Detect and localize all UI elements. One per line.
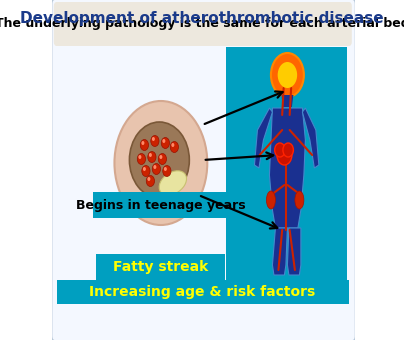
Circle shape: [114, 101, 207, 225]
FancyBboxPatch shape: [52, 0, 356, 340]
Circle shape: [148, 152, 156, 163]
Ellipse shape: [129, 122, 189, 198]
Circle shape: [271, 53, 304, 97]
Circle shape: [151, 136, 159, 147]
Circle shape: [146, 175, 154, 187]
Text: Increasing age & risk factors: Increasing age & risk factors: [89, 285, 315, 299]
Circle shape: [278, 62, 297, 88]
Text: The underlying pathology is the same for each arterial bed: The underlying pathology is the same for…: [0, 17, 404, 31]
Circle shape: [158, 153, 166, 165]
Circle shape: [161, 137, 170, 149]
Circle shape: [152, 137, 155, 141]
FancyBboxPatch shape: [54, 2, 352, 46]
FancyBboxPatch shape: [226, 47, 347, 282]
Circle shape: [163, 166, 171, 176]
Circle shape: [154, 165, 156, 169]
Text: Development of atherothrombotic disease: Development of atherothrombotic disease: [20, 11, 384, 26]
Circle shape: [141, 141, 144, 145]
Polygon shape: [302, 108, 319, 168]
Circle shape: [162, 139, 165, 143]
Polygon shape: [282, 95, 293, 107]
Circle shape: [139, 155, 141, 159]
Circle shape: [143, 167, 146, 171]
FancyBboxPatch shape: [93, 192, 229, 218]
Circle shape: [275, 143, 285, 157]
Polygon shape: [255, 108, 272, 168]
Circle shape: [277, 145, 292, 165]
Circle shape: [142, 166, 150, 176]
Polygon shape: [287, 228, 301, 275]
Circle shape: [149, 153, 152, 157]
Circle shape: [159, 155, 162, 159]
Polygon shape: [269, 108, 305, 228]
Circle shape: [140, 139, 149, 151]
Circle shape: [171, 143, 175, 147]
FancyBboxPatch shape: [97, 254, 225, 281]
Ellipse shape: [295, 191, 304, 209]
Circle shape: [137, 153, 145, 165]
Polygon shape: [272, 228, 287, 275]
Ellipse shape: [159, 171, 187, 195]
FancyBboxPatch shape: [57, 280, 349, 304]
Text: Fatty streak: Fatty streak: [113, 260, 208, 274]
Ellipse shape: [267, 191, 276, 209]
Circle shape: [147, 177, 150, 181]
Text: Begins in teenage years: Begins in teenage years: [76, 199, 246, 211]
Circle shape: [283, 143, 293, 157]
Circle shape: [170, 141, 179, 153]
Circle shape: [152, 164, 160, 174]
Circle shape: [164, 167, 167, 171]
